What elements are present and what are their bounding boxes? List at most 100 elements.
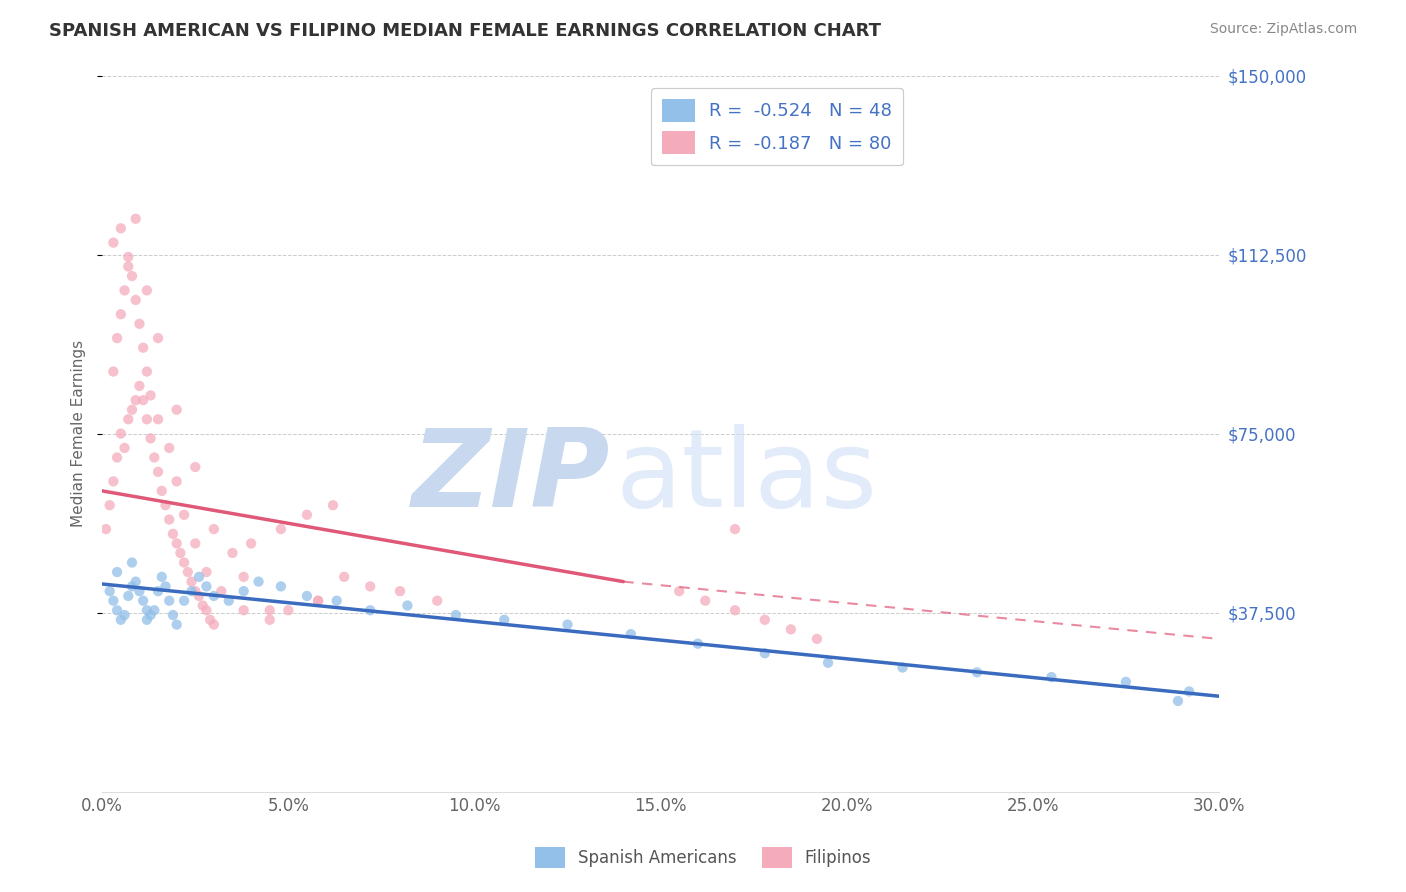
Point [218, 593, 240, 607]
Point [121, 556, 143, 570]
Point [1167, 694, 1189, 708]
Point [359, 579, 381, 593]
Point [494, 613, 516, 627]
Point [114, 441, 136, 455]
Point [128, 317, 150, 331]
Point [270, 579, 292, 593]
Point [94, 522, 117, 536]
Point [754, 613, 776, 627]
Point [202, 522, 225, 536]
Point [295, 589, 318, 603]
Point [150, 570, 173, 584]
Point [325, 593, 347, 607]
Point [195, 579, 218, 593]
Point [110, 613, 132, 627]
Point [209, 584, 232, 599]
Point [240, 536, 263, 550]
Point [232, 570, 254, 584]
Point [143, 450, 166, 465]
Point [125, 393, 148, 408]
Point [98, 498, 121, 512]
Point [139, 608, 162, 623]
Point [247, 574, 270, 589]
Point [121, 579, 143, 593]
Point [117, 250, 139, 264]
Point [114, 608, 136, 623]
Point [779, 623, 801, 637]
Point [754, 646, 776, 660]
Point [128, 584, 150, 599]
Legend: Spanish Americans, Filipinos: Spanish Americans, Filipinos [527, 840, 879, 875]
Text: SPANISH AMERICAN VS FILIPINO MEDIAN FEMALE EARNINGS CORRELATION CHART: SPANISH AMERICAN VS FILIPINO MEDIAN FEMA… [49, 22, 882, 40]
Point [388, 584, 411, 599]
Point [444, 608, 467, 623]
Point [966, 665, 988, 680]
Point [125, 574, 148, 589]
Point [232, 603, 254, 617]
Text: Source: ZipAtlas.com: Source: ZipAtlas.com [1209, 22, 1357, 37]
Point [188, 570, 211, 584]
Point [686, 637, 709, 651]
Point [277, 603, 299, 617]
Point [307, 593, 329, 607]
Point [169, 546, 191, 560]
Legend: R =  -0.524   N = 48, R =  -0.187   N = 80: R = -0.524 N = 48, R = -0.187 N = 80 [651, 88, 903, 165]
Point [135, 603, 157, 617]
Point [166, 536, 188, 550]
Point [166, 475, 188, 489]
Point [724, 603, 747, 617]
Point [155, 498, 177, 512]
Point [146, 412, 169, 426]
Point [135, 613, 157, 627]
Point [817, 656, 839, 670]
Point [173, 508, 195, 522]
Point [110, 307, 132, 321]
Point [173, 556, 195, 570]
Point [103, 235, 125, 250]
Point [426, 593, 449, 607]
Point [162, 608, 184, 623]
Point [117, 589, 139, 603]
Point [177, 565, 200, 579]
Point [359, 603, 381, 617]
Point [333, 570, 356, 584]
Point [146, 331, 169, 345]
Text: atlas: atlas [616, 424, 877, 530]
Point [103, 593, 125, 607]
Point [166, 402, 188, 417]
Point [117, 412, 139, 426]
Point [103, 365, 125, 379]
Point [180, 584, 202, 599]
Point [695, 593, 717, 607]
Point [195, 603, 218, 617]
Point [891, 660, 914, 674]
Point [146, 465, 169, 479]
Point [259, 603, 281, 617]
Point [806, 632, 828, 646]
Point [121, 268, 143, 283]
Point [155, 579, 177, 593]
Y-axis label: Median Female Earnings: Median Female Earnings [72, 340, 86, 527]
Point [139, 388, 162, 402]
Point [270, 522, 292, 536]
Point [557, 617, 579, 632]
Point [195, 565, 218, 579]
Point [157, 593, 180, 607]
Point [114, 284, 136, 298]
Point [166, 617, 188, 632]
Point [105, 603, 128, 617]
Text: ZIP: ZIP [412, 424, 610, 530]
Point [307, 593, 329, 607]
Point [396, 599, 419, 613]
Point [620, 627, 643, 641]
Point [125, 211, 148, 226]
Point [125, 293, 148, 307]
Point [128, 379, 150, 393]
Point [180, 574, 202, 589]
Point [103, 475, 125, 489]
Point [143, 603, 166, 617]
Point [98, 584, 121, 599]
Point [184, 536, 207, 550]
Point [202, 589, 225, 603]
Point [322, 498, 344, 512]
